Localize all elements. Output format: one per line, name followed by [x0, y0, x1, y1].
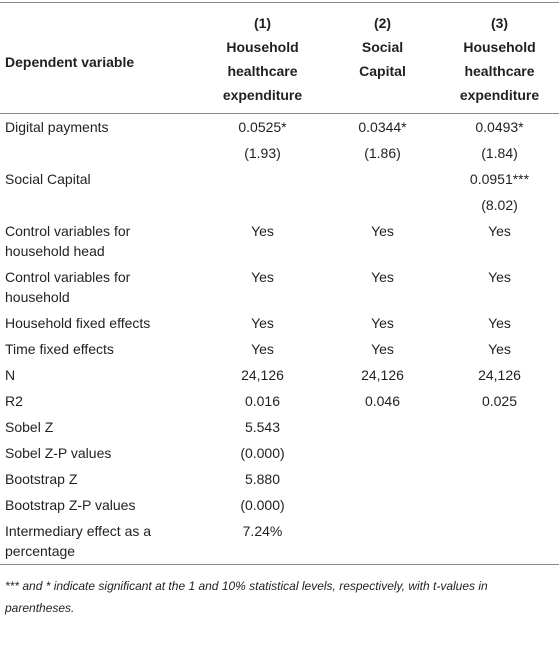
cell: 0.0951***	[469, 171, 530, 187]
table-row: Social Capital 0.0951***	[0, 166, 559, 192]
cell: 0.025	[481, 393, 518, 409]
column-header: Household healthcare expenditure	[459, 39, 540, 103]
header-cell: Household healthcare expenditure	[200, 35, 325, 114]
cell: Yes	[488, 315, 511, 331]
table-row: (8.02)	[0, 192, 559, 218]
header-cell: Household healthcare expenditure	[440, 35, 559, 114]
column-number: (3)	[490, 15, 509, 31]
cell: 24,126	[478, 367, 521, 383]
cell: (0.000)	[240, 497, 285, 513]
cell: 7.24%	[242, 523, 283, 539]
cell: Yes	[371, 223, 394, 239]
footnote: *** and * indicate significant at the 1 …	[5, 579, 488, 615]
row-label	[0, 192, 200, 218]
row-label: Control variables for household head	[5, 223, 131, 259]
column-header: Household healthcare expenditure	[222, 39, 303, 103]
cell	[325, 166, 440, 192]
cell: 5.880	[244, 471, 281, 487]
cell	[440, 440, 559, 466]
cell	[325, 192, 440, 218]
cell	[325, 518, 440, 565]
row-label: Bootstrap Z-P values	[5, 497, 136, 513]
cell: (1.86)	[364, 145, 401, 161]
cell: Yes	[251, 269, 274, 285]
row-label	[0, 140, 200, 166]
row-label: Sobel Z-P values	[5, 445, 112, 461]
column-number: (2)	[373, 15, 392, 31]
table-row: Control variables for household head Yes Y…	[0, 218, 559, 264]
table-row: Sobel Z 5.543	[0, 414, 559, 440]
cell	[440, 518, 559, 565]
header-label: Dependent variable	[5, 54, 135, 70]
cell: Yes	[251, 315, 274, 331]
cell: 24,126	[241, 367, 284, 383]
cell: Yes	[251, 341, 274, 357]
row-label: R2	[5, 393, 23, 409]
row-label: Time fixed effects	[5, 341, 114, 357]
cell	[440, 414, 559, 440]
table-row: R2 0.016 0.046 0.025	[0, 388, 559, 414]
cell: 0.0525*	[238, 119, 287, 135]
table-row: Bootstrap Z 5.880	[0, 466, 559, 492]
row-label: Social Capital	[5, 171, 91, 187]
results-table: Dependent variable (1) (2) (3) Household…	[0, 2, 559, 565]
row-label: Sobel Z	[5, 419, 54, 435]
cell: 5.543	[244, 419, 281, 435]
cell: 0.046	[364, 393, 401, 409]
header-cell: Social Capital	[325, 35, 440, 114]
cell: Yes	[371, 269, 394, 285]
cell: (1.93)	[244, 145, 281, 161]
row-label: N	[5, 367, 16, 383]
cell	[440, 466, 559, 492]
cell	[325, 414, 440, 440]
table-row: Household fixed effects Yes Yes Yes	[0, 310, 559, 336]
cell	[325, 492, 440, 518]
cell: Yes	[488, 269, 511, 285]
table-container: Dependent variable (1) (2) (3) Household…	[0, 2, 559, 619]
cell: Yes	[371, 341, 394, 357]
table-row: Time fixed effects Yes Yes Yes	[0, 336, 559, 362]
row-label: Bootstrap Z	[5, 471, 78, 487]
cell: 24,126	[361, 367, 404, 383]
table-header: Dependent variable (1) (2) (3) Household…	[0, 2, 559, 114]
column-header: Social Capital	[359, 39, 406, 79]
cell	[200, 166, 325, 192]
cell	[325, 440, 440, 466]
cell: (8.02)	[481, 197, 518, 213]
table-row: Sobel Z-P values (0.000)	[0, 440, 559, 466]
cell: 0.016	[244, 393, 281, 409]
row-label: Intermediary effect as a percentage	[5, 523, 152, 559]
cell: 0.0493*	[475, 119, 524, 135]
cell: (0.000)	[240, 445, 285, 461]
cell: Yes	[251, 223, 274, 239]
row-label: Control variables for household	[5, 269, 131, 305]
row-label: Household fixed effects	[5, 315, 151, 331]
cell: Yes	[488, 223, 511, 239]
header-row: Household healthcare expenditure Social …	[0, 35, 559, 114]
cell	[440, 492, 559, 518]
cell	[200, 192, 325, 218]
table-row: Digital payments 0.0525* 0.0344* 0.0493*	[0, 114, 559, 141]
table-body: Digital payments 0.0525* 0.0344* 0.0493* (1.…	[0, 114, 559, 565]
table-row: N 24,126 24,126 24,126	[0, 362, 559, 388]
table-row: (1.93) (1.86) (1.84)	[0, 140, 559, 166]
cell: Yes	[488, 341, 511, 357]
cell: (1.84)	[481, 145, 518, 161]
header-row: Dependent variable (1) (2) (3)	[0, 3, 559, 70]
cell	[325, 466, 440, 492]
table-row: Intermediary effect as a percentage 7.24%	[0, 518, 559, 565]
column-number: (1)	[253, 15, 272, 31]
row-label: Digital payments	[5, 119, 109, 135]
table-row: Control variables for household Yes Yes Yes	[0, 264, 559, 310]
table-row: Bootstrap Z-P values (0.000)	[0, 492, 559, 518]
cell: 0.0344*	[358, 119, 407, 135]
cell: Yes	[371, 315, 394, 331]
